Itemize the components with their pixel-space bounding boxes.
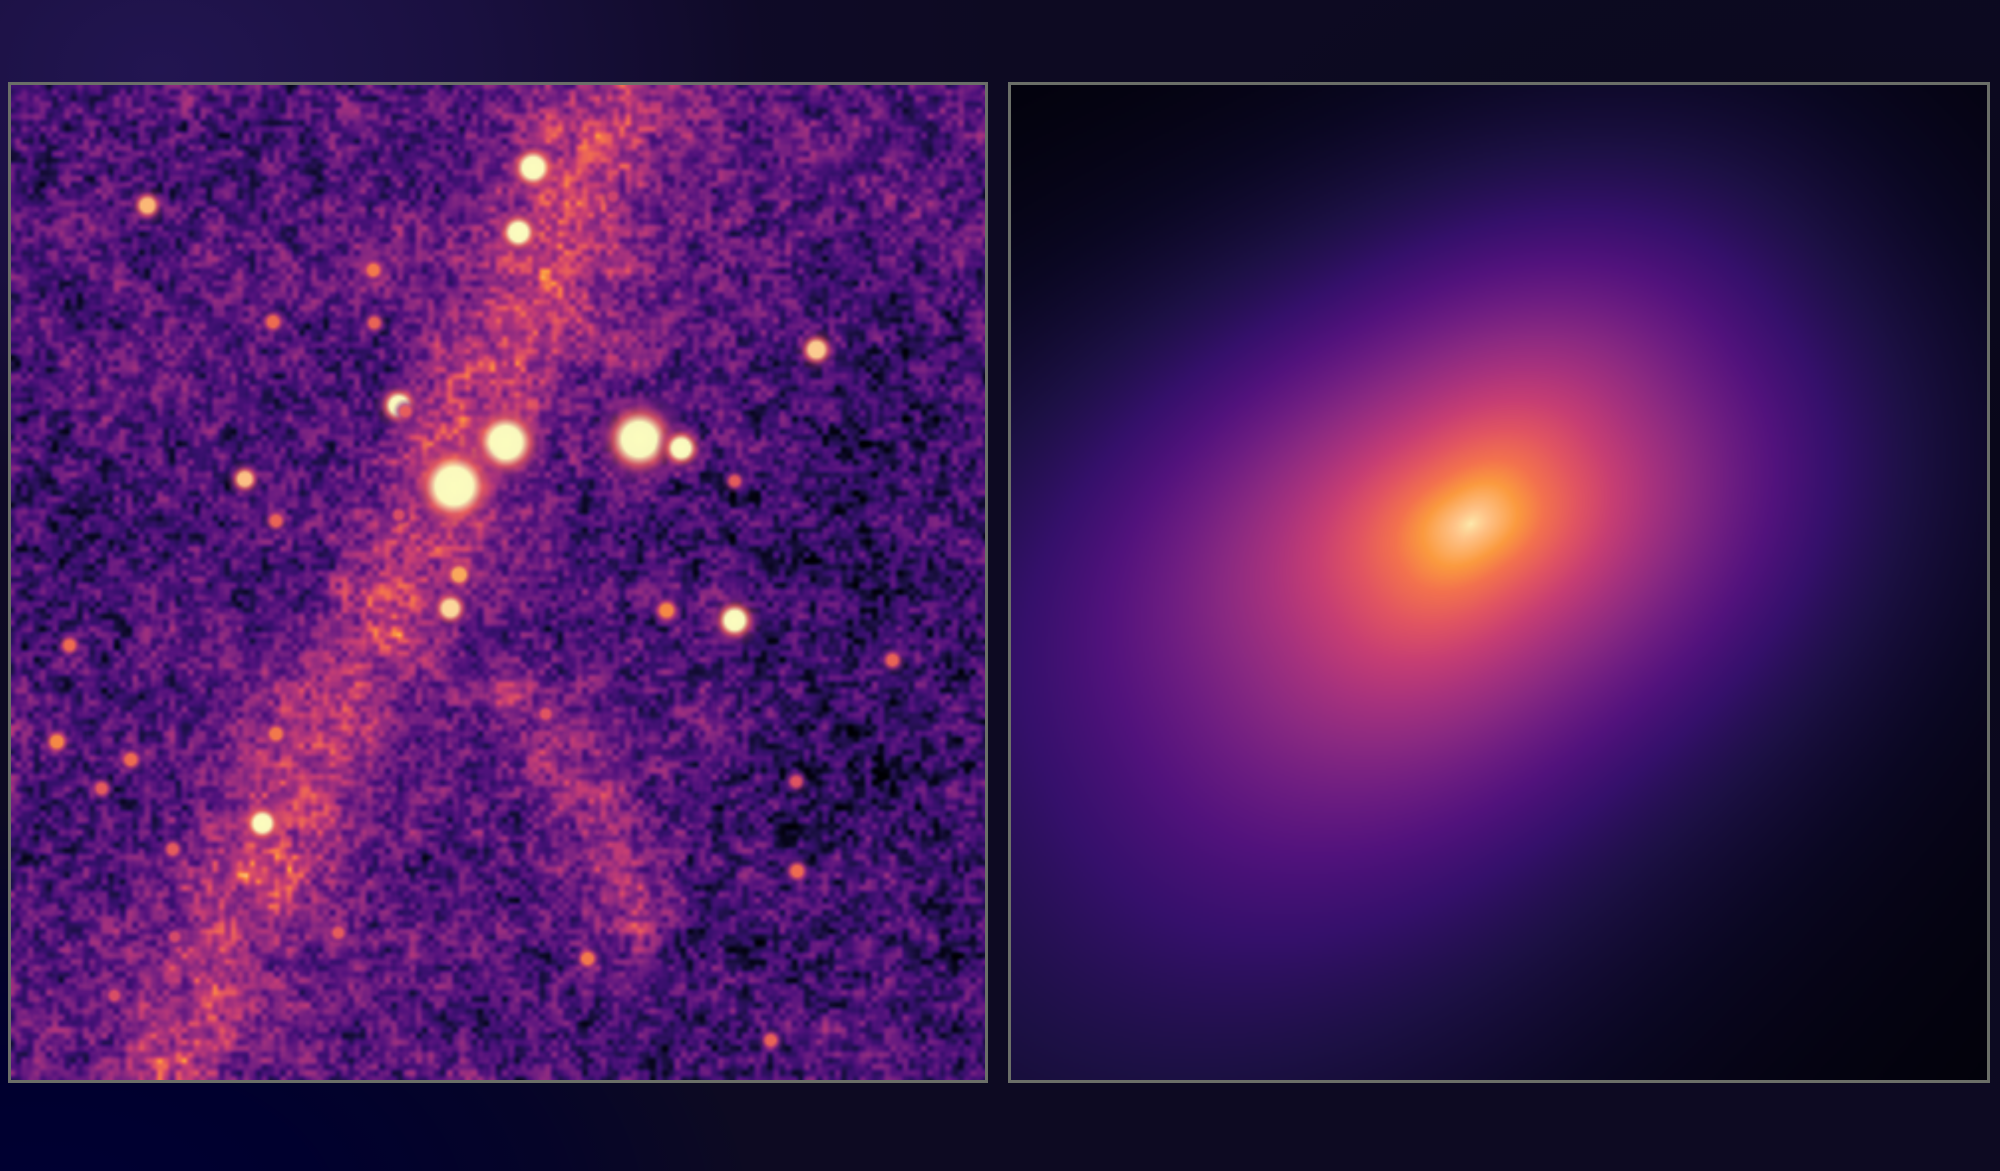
galaxy-model-image (1011, 85, 1987, 1080)
left-panel-caption: Noisy astronomical image cutout showing … (11, 1080, 12, 1081)
star-field-image (11, 85, 985, 1080)
panel-observed-star-field: Noisy astronomical image cutout showing … (8, 82, 988, 1083)
panel-smooth-galaxy-model: Smooth analytic elliptical galaxy surfac… (1008, 82, 1990, 1083)
right-panel-caption: Smooth analytic elliptical galaxy surfac… (1011, 1080, 1012, 1081)
